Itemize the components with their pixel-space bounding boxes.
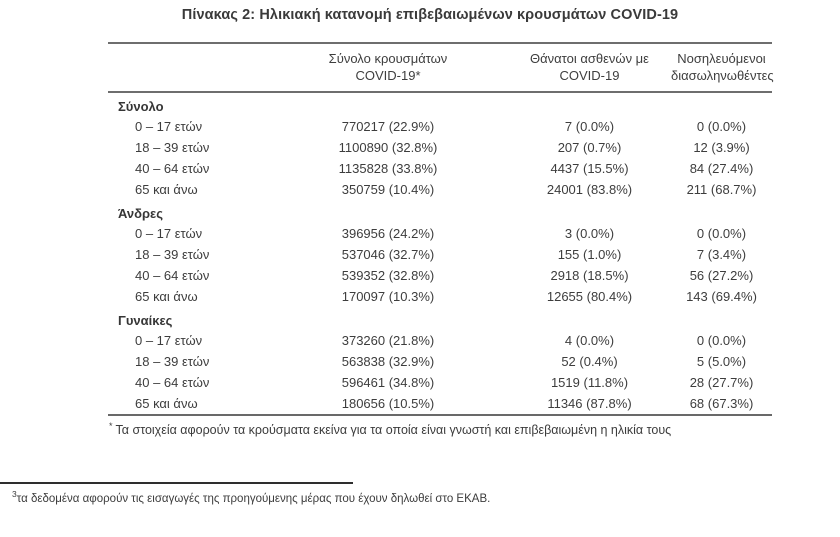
- header-total-cases-line1: Σύνολο κρουσμάτων: [328, 51, 448, 66]
- header-deaths-line2: COVID-19: [559, 68, 620, 83]
- age-group-label: 65 και άνω: [135, 289, 198, 304]
- age-group-label: 18 – 39 ετών: [135, 140, 210, 155]
- intubated-value: 0 (0.0%): [696, 226, 747, 241]
- age-group-label: 0 – 17 ετών: [135, 333, 203, 348]
- age-group-label: 40 – 64 ετών: [135, 268, 210, 283]
- header-intubated-line2: διασωληνωθέντες: [671, 68, 774, 83]
- cases-value: 563838 (32.9%): [341, 354, 435, 369]
- deaths-value: 11346 (87.8%): [547, 396, 632, 411]
- deaths-value: 207 (0.7%): [557, 140, 622, 155]
- table-row: 40 – 64 ετών 1135828 (33.8%) 4437 (15.5%) 8…: [108, 158, 772, 179]
- deaths-value: 4 (0.0%): [564, 333, 615, 348]
- deaths-value: 12655 (80.4%): [546, 289, 633, 304]
- deaths-value: 24001 (83.8%): [546, 182, 633, 197]
- cases-value: 770217 (22.9%): [341, 119, 435, 134]
- table-row: 65 και άνω 170097 (10.3%) 12655 (80.4%) 143…: [108, 286, 772, 307]
- deaths-value: 3 (0.0%): [564, 226, 615, 241]
- covid-age-table: Σύνολο κρουσμάτων COVID-19* Θάνατοι ασθε…: [108, 42, 774, 437]
- intubated-value: 12 (3.9%): [693, 140, 750, 155]
- table-body: Σύνολο 0 – 17 ετών 770217 (22.9%) 7 (0.0%) 0…: [108, 92, 772, 415]
- header-total-cases: Σύνολο κρουσμάτων COVID-19*: [268, 43, 508, 92]
- age-group-label: 40 – 64 ετών: [135, 375, 210, 390]
- cases-value: 1135828 (33.8%): [338, 161, 438, 176]
- section-label: Σύνολο: [118, 99, 164, 114]
- section-row: Σύνολο: [108, 92, 772, 116]
- table-footnote-marker: *: [109, 421, 113, 431]
- footnote-divider: [0, 482, 353, 484]
- table-row: 65 και άνω 350759 (10.4%) 24001 (83.8%) 211…: [108, 179, 772, 200]
- deaths-value: 1519 (11.8%): [550, 375, 629, 390]
- table-row: 18 – 39 ετών 1100890 (32.8%) 207 (0.7%) 12 …: [108, 137, 772, 158]
- age-group-label: 18 – 39 ετών: [135, 247, 210, 262]
- age-group-label: 65 και άνω: [135, 182, 198, 197]
- table-footnote-text: Τα στοιχεία αφορούν τα κρούσματα εκείνα …: [115, 423, 672, 438]
- header-empty-cell: [108, 43, 268, 92]
- header-row: Σύνολο κρουσμάτων COVID-19* Θάνατοι ασθε…: [108, 43, 774, 92]
- intubated-value: 7 (3.4%): [696, 247, 747, 262]
- intubated-value: 84 (27.4%): [689, 161, 754, 176]
- table-row: 40 – 64 ετών 539352 (32.8%) 2918 (18.5%) 56…: [108, 265, 772, 286]
- cases-value: 373260 (21.8%): [341, 333, 435, 348]
- cases-value: 170097 (10.3%): [341, 289, 435, 304]
- table-row: 65 και άνω 180656 (10.5%) 11346 (87.8%) 68 …: [108, 393, 772, 415]
- cases-value: 350759 (10.4%): [341, 182, 435, 197]
- intubated-value: 0 (0.0%): [696, 333, 747, 348]
- cases-value: 539352 (32.8%): [341, 268, 435, 283]
- table-row: 40 – 64 ετών 596461 (34.8%) 1519 (11.8%) 28…: [108, 372, 772, 393]
- cases-value: 596461 (34.8%): [341, 375, 435, 390]
- age-group-label: 40 – 64 ετών: [135, 161, 210, 176]
- intubated-value: 143 (69.4%): [686, 289, 757, 304]
- intubated-value: 211 (68.7%): [686, 182, 757, 197]
- intubated-value: 56 (27.2%): [689, 268, 754, 283]
- section-row: Άνδρες: [108, 200, 772, 223]
- intubated-value: 28 (27.7%): [689, 375, 754, 390]
- section-row: Γυναίκες: [108, 307, 772, 330]
- intubated-value: 68 (67.3%): [689, 396, 754, 411]
- page-title: Πίνακας 2: Ηλικιακή κατανομή επιβεβαιωμέ…: [181, 7, 679, 23]
- deaths-value: 4437 (15.5%): [550, 161, 629, 176]
- age-group-label: 0 – 17 ετών: [135, 226, 203, 241]
- page-footnote-text: τα δεδομένα αφορούν τις εισαγωγές της πρ…: [16, 492, 491, 505]
- cases-value: 180656 (10.5%): [341, 396, 435, 411]
- table-row: 0 – 17 ετών 770217 (22.9%) 7 (0.0%) 0 (0.0%…: [108, 116, 772, 137]
- deaths-value: 2918 (18.5%): [550, 268, 629, 283]
- table-row: 18 – 39 ετών 537046 (32.7%) 155 (1.0%) 7 (3…: [108, 244, 772, 265]
- table-row: 18 – 39 ετών 563838 (32.9%) 52 (0.4%) 5 (5.…: [108, 351, 772, 372]
- page-footnote-marker: 3: [12, 489, 17, 499]
- header-deaths: Θάνατοι ασθενών με COVID-19: [508, 43, 671, 92]
- page-footnote: 3τα δεδομένα αφορούν τις εισαγωγές της π…: [12, 489, 490, 505]
- cases-value: 1100890 (32.8%): [338, 140, 438, 155]
- deaths-value: 7 (0.0%): [564, 119, 615, 134]
- deaths-value: 155 (1.0%): [557, 247, 622, 262]
- header-total-cases-line2: COVID-19*: [355, 68, 421, 83]
- table-row: 0 – 17 ετών 396956 (24.2%) 3 (0.0%) 0 (0.0%…: [108, 223, 772, 244]
- cases-value: 396956 (24.2%): [341, 226, 435, 241]
- section-label: Γυναίκες: [118, 313, 173, 328]
- age-group-label: 65 και άνω: [135, 396, 198, 411]
- intubated-value: 0 (0.0%): [696, 119, 747, 134]
- section-label: Άνδρες: [118, 206, 163, 221]
- intubated-value: 5 (5.0%): [696, 354, 747, 369]
- table-header: Σύνολο κρουσμάτων COVID-19* Θάνατοι ασθε…: [108, 43, 774, 92]
- header-intubated: Νοσηλευόμενοι διασωληνωθέντες: [671, 43, 774, 92]
- age-group-label: 18 – 39 ετών: [135, 354, 210, 369]
- header-intubated-line1: Νοσηλευόμενοι: [677, 51, 766, 66]
- data-table: Σύνολο κρουσμάτων COVID-19* Θάνατοι ασθε…: [108, 42, 774, 416]
- header-deaths-line1: Θάνατοι ασθενών με: [530, 51, 649, 66]
- cases-value: 537046 (32.7%): [341, 247, 435, 262]
- table-footnote: * Τα στοιχεία αφορούν τα κρούσματα εκείνα…: [108, 421, 772, 437]
- table-row: 0 – 17 ετών 373260 (21.8%) 4 (0.0%) 0 (0.0%…: [108, 330, 772, 351]
- age-group-label: 0 – 17 ετών: [135, 119, 203, 134]
- deaths-value: 52 (0.4%): [561, 354, 618, 369]
